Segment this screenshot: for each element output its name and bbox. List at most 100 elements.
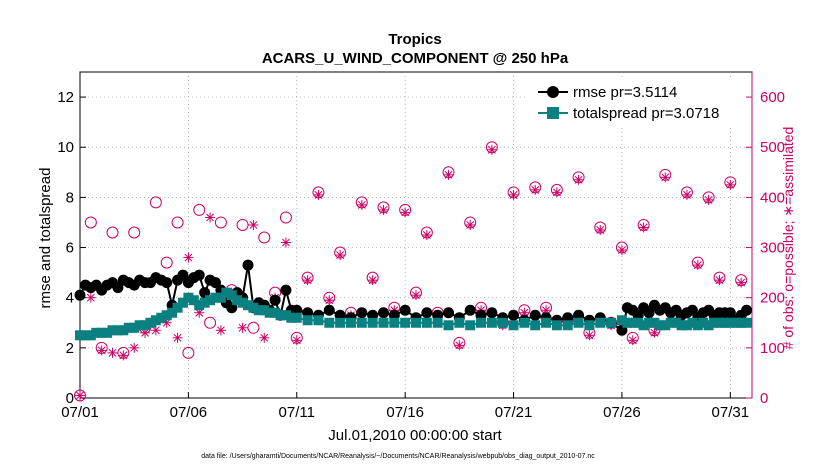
rmse-point [161, 277, 173, 289]
totalspread-point [497, 317, 508, 328]
assimilated-obs-point [291, 335, 302, 346]
totalspread-point [736, 317, 747, 328]
totalspread-point [660, 320, 671, 331]
totalspread-point [595, 317, 606, 328]
assimilated-obs-point [443, 169, 454, 180]
possible-obs-point [236, 218, 249, 231]
totalspread-point [264, 307, 275, 318]
possible-obs-point [214, 216, 227, 229]
assimilated-obs-point [627, 335, 638, 346]
x-tick-label: 07/11 [279, 404, 315, 421]
totalspread-point [80, 330, 91, 341]
assimilated-obs-point [584, 330, 595, 341]
totalspread-point [486, 317, 497, 328]
plot-area: 0 2 4 6 8 10 12 07/01 07/06 07/11 07/16 07/21 07/26 0… [57, 71, 785, 421]
assimilated-obs-point [367, 275, 378, 286]
rmse-point [443, 307, 455, 319]
totalspread-point [681, 320, 692, 331]
totalspread-point [741, 317, 752, 328]
totalspread-point [703, 320, 714, 331]
totalspread-point [530, 320, 541, 331]
assimilated-obs-point [638, 222, 649, 233]
assimilated-obs-point [595, 224, 606, 235]
totalspread-point [123, 322, 134, 333]
legend: rmse pr=3.5114 totalspread pr=3.0718 [528, 78, 746, 128]
assimilated-obs-point [302, 275, 313, 286]
totalspread-point [107, 325, 118, 336]
totalspread-point [411, 317, 421, 328]
rmse-point [377, 307, 389, 319]
totalspread-point [96, 327, 107, 338]
assimilated-obs-point [150, 325, 161, 336]
totalspread-point [172, 302, 183, 313]
rmse-point [323, 304, 335, 316]
possible-obs-point [247, 321, 260, 334]
totalspread-point [676, 320, 687, 331]
totalspread-point [280, 310, 291, 321]
rmse-point [193, 269, 205, 281]
rmse-point [741, 304, 753, 316]
totalspread-point [85, 330, 96, 341]
x-tick-label: 07/01 [61, 404, 99, 421]
assimilated-obs-point [725, 179, 736, 190]
totalspread-point [616, 315, 627, 326]
totalspread-point [248, 302, 259, 313]
x-tick-label: 07/06 [170, 404, 208, 421]
totalspread-point [421, 317, 432, 328]
assimilated-obs-point [280, 237, 291, 248]
assimilated-obs-point [551, 187, 562, 198]
x-tick-label: 07/31 [712, 404, 750, 421]
totalspread-point [194, 300, 205, 311]
totalspread-point [221, 287, 232, 298]
totalspread-point [140, 320, 151, 331]
legend-box [528, 78, 746, 128]
totalspread-point [275, 310, 286, 321]
totalspread-point [75, 330, 85, 341]
x-axis-label: Jul.01,2010 00:00:00 start [328, 427, 502, 444]
data-file-note: data file: /Users/gharamti/Documents/NCA… [201, 453, 595, 460]
totalspread-point [188, 295, 199, 306]
totalspread-point [286, 312, 297, 323]
assimilated-obs-point [649, 327, 660, 338]
totalspread-point [654, 320, 665, 331]
totalspread-point [692, 320, 703, 331]
totalspread-point [161, 310, 172, 321]
totalspread-point [226, 290, 237, 301]
totalspread-point [183, 292, 194, 303]
totalspread-point [324, 317, 335, 328]
rmse-point [356, 307, 368, 319]
y2-tick-label: 100 [760, 340, 785, 357]
assimilated-obs-point [324, 295, 335, 306]
assimilated-obs-point [736, 277, 747, 288]
assimilated-obs-point [714, 275, 725, 286]
rmse-point [242, 259, 254, 271]
totalspread-point [302, 315, 313, 326]
rmse-point [464, 304, 476, 316]
rmse-point [269, 294, 281, 306]
totalspread-point [454, 317, 465, 328]
rmse-point [529, 309, 541, 321]
x-tick-label: 07/21 [495, 404, 533, 421]
assimilated-obs-point [85, 292, 96, 303]
x-tick-label: 07/26 [603, 404, 641, 421]
y2-tick-label: 600 [760, 89, 785, 106]
totalspread-point [584, 320, 595, 331]
possible-obs-point [160, 256, 173, 269]
y-tick-label: 4 [66, 290, 74, 307]
totalspread-point [665, 317, 676, 328]
assimilated-obs-point [215, 325, 226, 336]
totalspread-point [551, 320, 562, 331]
assimilated-obs-point [172, 332, 183, 343]
totalspread-point [687, 317, 698, 328]
totalspread-point [465, 320, 476, 331]
totalspread-point [432, 317, 443, 328]
assimilated-obs-point [129, 342, 140, 353]
totalspread-point [150, 315, 161, 326]
assimilated-obs-point [660, 172, 671, 183]
totalspread-point [730, 317, 741, 328]
totalspread-point [638, 320, 649, 331]
assimilated-obs-point [486, 144, 497, 155]
totalspread-point [633, 317, 644, 328]
y2-tick-label: 300 [760, 240, 785, 257]
